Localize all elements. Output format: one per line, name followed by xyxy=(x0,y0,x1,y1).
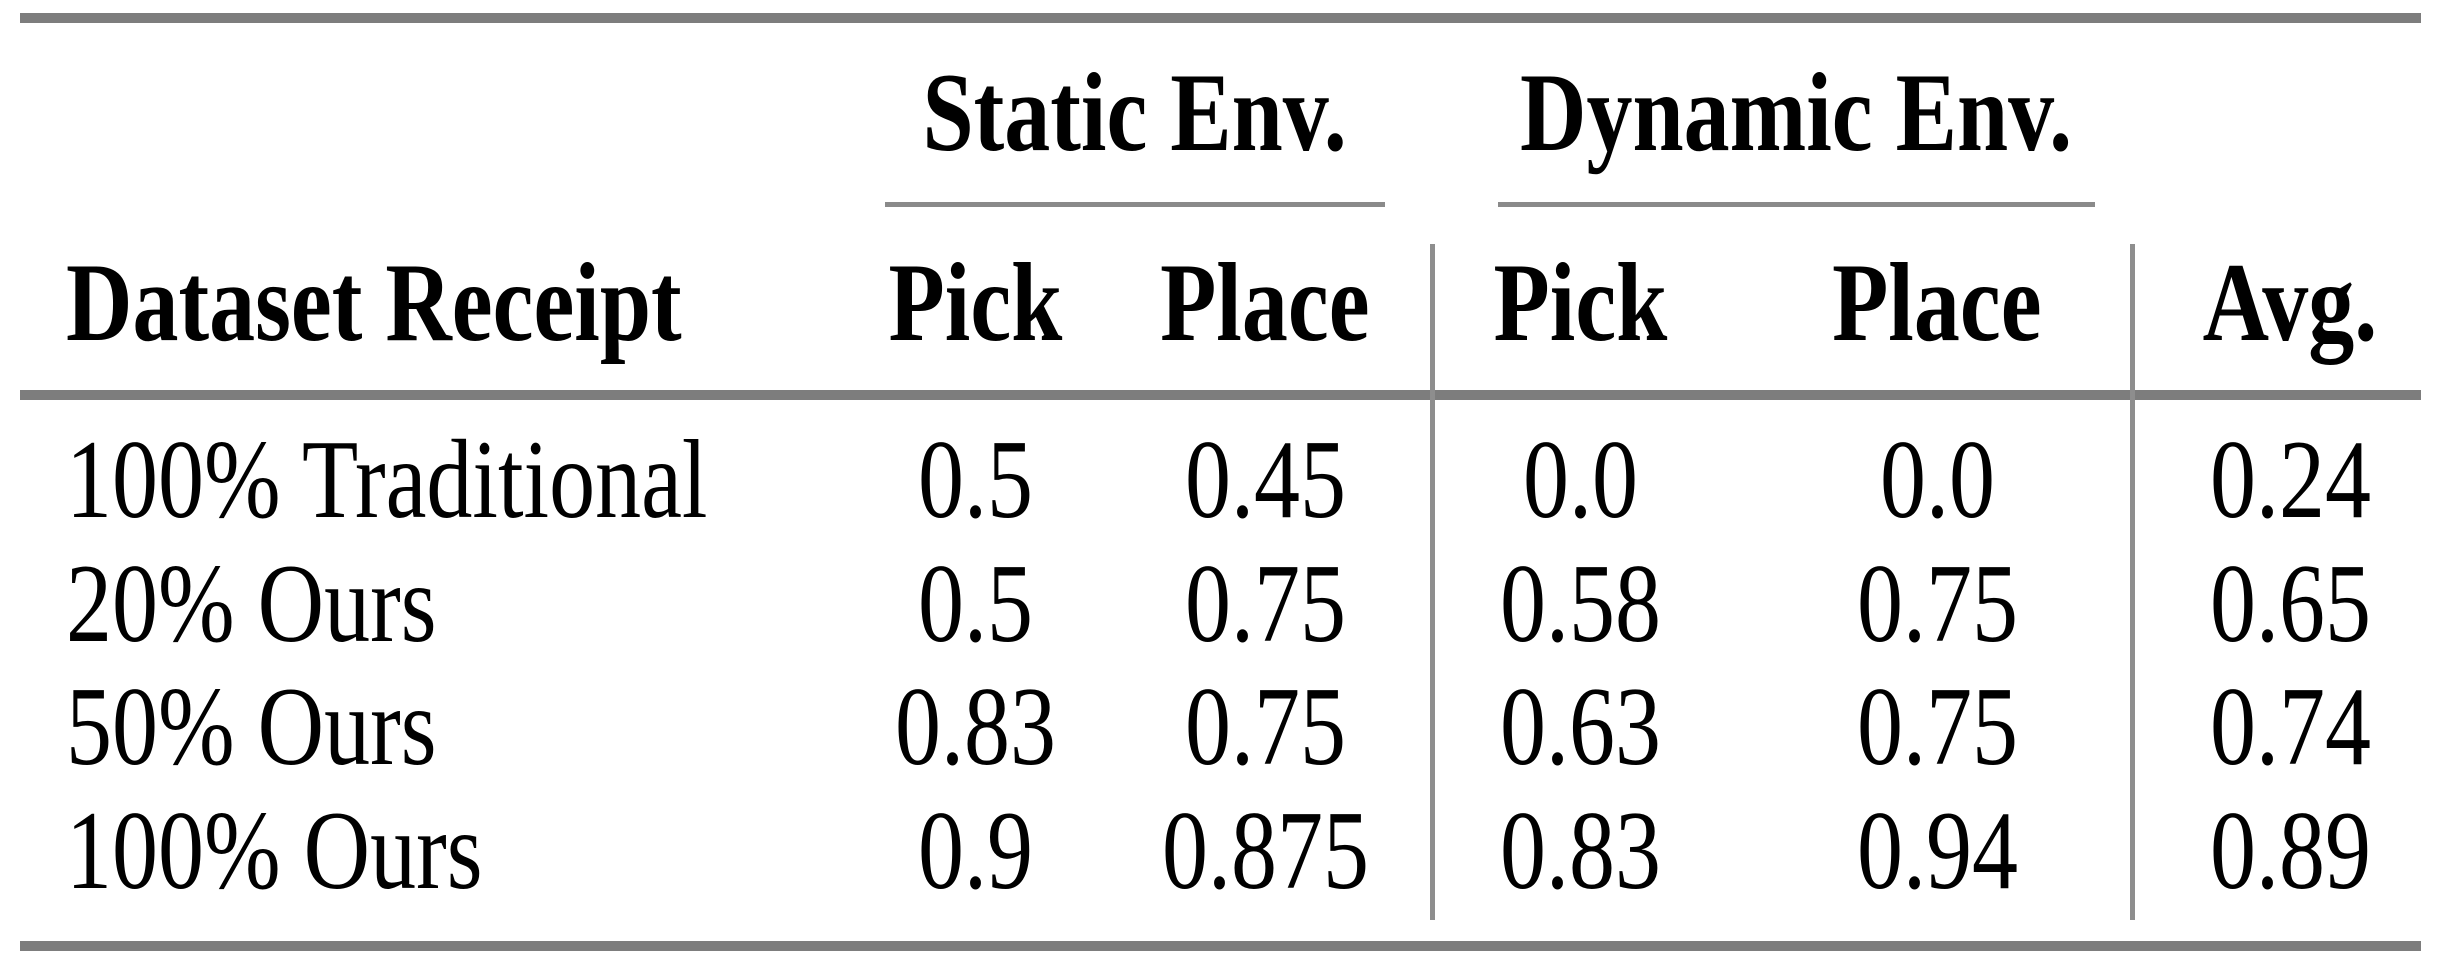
cell-value: 0.65 xyxy=(2209,541,2371,666)
cell-value: 0.89 xyxy=(2209,788,2371,913)
cell-value: 0.83 xyxy=(894,664,1056,789)
cell-value: 0.75 xyxy=(1856,664,2018,789)
row-label-text: 100% Ours xyxy=(66,788,483,913)
cell-dynamic-place: 0.0 xyxy=(1817,418,2057,542)
table-row: 50% Ours 0.83 0.75 0.63 0.75 0.74 xyxy=(0,665,2440,789)
group-header-dynamic-env: Dynamic Env. xyxy=(1498,30,2095,195)
cell-value: 0.94 xyxy=(1856,788,2018,913)
column-header-dynamic-place-label: Place xyxy=(1832,239,2042,365)
static-env-group-rule xyxy=(885,202,1385,207)
row-label-text: 50% Ours xyxy=(66,664,437,789)
top-rule xyxy=(20,13,2421,23)
separator-dynamic-avg xyxy=(2130,244,2135,920)
row-label: 50% Ours xyxy=(66,665,856,789)
table-row: 20% Ours 0.5 0.75 0.58 0.75 0.65 xyxy=(0,542,2440,666)
cell-dynamic-pick: 0.83 xyxy=(1460,789,1700,913)
cell-static-pick: 0.5 xyxy=(855,418,1095,542)
row-label: 100% Ours xyxy=(66,789,856,913)
column-header-dynamic-place: Place xyxy=(1817,222,2057,382)
cell-value: 0.75 xyxy=(1184,664,1346,789)
cell-value: 0.75 xyxy=(1856,541,2018,666)
cell-value: 0.74 xyxy=(2209,664,2371,789)
cell-avg: 0.89 xyxy=(2170,789,2410,913)
bottom-rule xyxy=(20,941,2421,951)
group-header-row: Static Env. Dynamic Env. xyxy=(0,30,2440,195)
table-body: 100% Traditional 0.5 0.45 0.0 0.0 0.24 2… xyxy=(0,418,2440,912)
group-header-dynamic-env-label: Dynamic Env. xyxy=(1520,50,2073,175)
dynamic-env-group-rule xyxy=(1498,202,2095,207)
column-header-row: Dataset Receipt Pick Place Pick Place Av… xyxy=(0,222,2440,382)
column-header-dynamic-pick: Pick xyxy=(1460,222,1700,382)
cell-value: 0.5 xyxy=(917,541,1033,666)
cell-value: 0.9 xyxy=(917,788,1033,913)
cell-value: 0.875 xyxy=(1161,788,1369,913)
column-header-dataset-receipt: Dataset Receipt xyxy=(66,222,856,382)
cell-value: 0.45 xyxy=(1184,417,1346,542)
column-header-dataset-receipt-label: Dataset Receipt xyxy=(66,239,682,365)
cell-value: 0.24 xyxy=(2209,417,2371,542)
group-header-static-env: Static Env. xyxy=(885,30,1385,195)
row-label: 20% Ours xyxy=(66,542,856,666)
row-label-text: 100% Traditional xyxy=(66,417,708,542)
group-header-static-env-label: Static Env. xyxy=(922,50,1348,175)
row-label: 100% Traditional xyxy=(66,418,856,542)
cell-dynamic-place: 0.75 xyxy=(1817,665,2057,789)
cell-static-place: 0.75 xyxy=(1145,542,1385,666)
column-header-static-place: Place xyxy=(1145,222,1385,382)
cell-value: 0.63 xyxy=(1499,664,1661,789)
column-header-static-pick: Pick xyxy=(855,222,1095,382)
cell-dynamic-pick: 0.58 xyxy=(1460,542,1700,666)
cell-value: 0.0 xyxy=(1522,417,1638,542)
column-header-static-place-label: Place xyxy=(1160,239,1370,365)
row-label-text: 20% Ours xyxy=(66,541,437,666)
separator-static-dynamic xyxy=(1430,244,1435,920)
cell-dynamic-place: 0.94 xyxy=(1817,789,2057,913)
cell-value: 0.83 xyxy=(1499,788,1661,913)
cell-value: 0.0 xyxy=(1879,417,1995,542)
cell-value: 0.58 xyxy=(1499,541,1661,666)
cell-static-place: 0.75 xyxy=(1145,665,1385,789)
cell-static-pick: 0.5 xyxy=(855,542,1095,666)
cell-value: 0.75 xyxy=(1184,541,1346,666)
column-header-avg: Avg. xyxy=(2170,222,2410,382)
column-header-avg-label: Avg. xyxy=(2202,239,2378,365)
table-row: 100% Traditional 0.5 0.45 0.0 0.0 0.24 xyxy=(0,418,2440,542)
cell-static-place: 0.45 xyxy=(1145,418,1385,542)
cell-avg: 0.74 xyxy=(2170,665,2410,789)
cell-static-pick: 0.83 xyxy=(855,665,1095,789)
cell-dynamic-pick: 0.63 xyxy=(1460,665,1700,789)
cell-static-place: 0.875 xyxy=(1145,789,1385,913)
header-divider-rule xyxy=(20,390,2421,400)
cell-dynamic-pick: 0.0 xyxy=(1460,418,1700,542)
column-header-static-pick-label: Pick xyxy=(888,239,1062,365)
table-row: 100% Ours 0.9 0.875 0.83 0.94 0.89 xyxy=(0,789,2440,913)
cell-avg: 0.24 xyxy=(2170,418,2410,542)
cell-value: 0.5 xyxy=(917,417,1033,542)
cell-avg: 0.65 xyxy=(2170,542,2410,666)
column-header-dynamic-pick-label: Pick xyxy=(1493,239,1667,365)
cell-static-pick: 0.9 xyxy=(855,789,1095,913)
cell-dynamic-place: 0.75 xyxy=(1817,542,2057,666)
